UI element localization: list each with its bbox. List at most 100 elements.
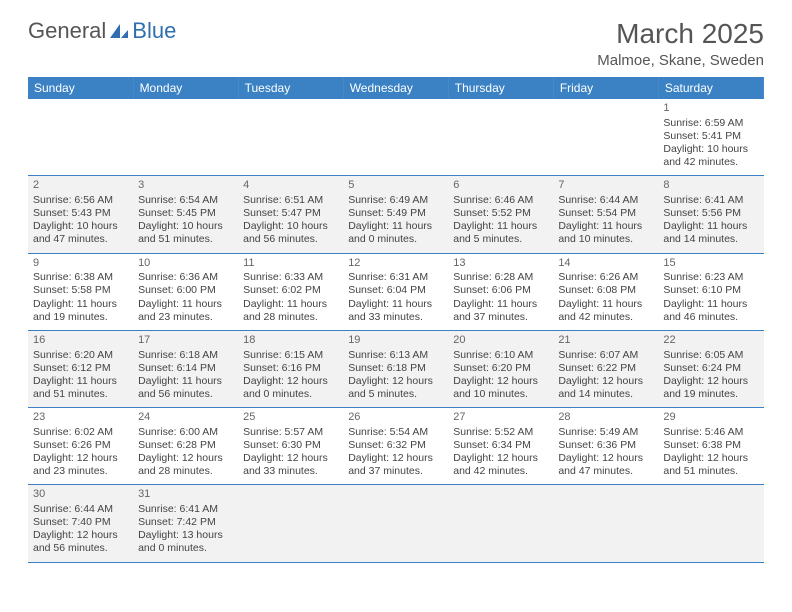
day-header: Thursday: [448, 77, 553, 99]
sunrise-text: Sunrise: 5:57 AM: [243, 426, 338, 439]
sunrise-text: Sunrise: 6:38 AM: [33, 271, 128, 284]
sunset-text: Sunset: 6:32 PM: [348, 439, 443, 452]
sunrise-text: Sunrise: 6:00 AM: [138, 426, 233, 439]
calendar-day-empty: [28, 99, 133, 176]
day-number: 7: [558, 179, 653, 193]
calendar-day: 25Sunrise: 5:57 AMSunset: 6:30 PMDayligh…: [238, 408, 343, 485]
calendar-week: 16Sunrise: 6:20 AMSunset: 6:12 PMDayligh…: [28, 330, 764, 407]
daylight-text: Daylight: 12 hours and 28 minutes.: [138, 452, 233, 478]
sunrise-text: Sunrise: 6:02 AM: [33, 426, 128, 439]
day-number: 31: [138, 488, 233, 502]
sunrise-text: Sunrise: 6:28 AM: [453, 271, 548, 284]
daylight-text: Daylight: 11 hours and 56 minutes.: [138, 375, 233, 401]
daylight-text: Daylight: 12 hours and 10 minutes.: [453, 375, 548, 401]
daylight-text: Daylight: 12 hours and 33 minutes.: [243, 452, 338, 478]
sunrise-text: Sunrise: 6:41 AM: [138, 503, 233, 516]
sunrise-text: Sunrise: 6:20 AM: [33, 349, 128, 362]
day-header: Friday: [553, 77, 658, 99]
day-number: 29: [663, 411, 758, 425]
sunset-text: Sunset: 6:04 PM: [348, 284, 443, 297]
calendar-day: 12Sunrise: 6:31 AMSunset: 6:04 PMDayligh…: [343, 253, 448, 330]
daylight-text: Daylight: 10 hours and 51 minutes.: [138, 220, 233, 246]
daylight-text: Daylight: 12 hours and 47 minutes.: [558, 452, 653, 478]
day-header: Sunday: [28, 77, 133, 99]
day-number: 15: [663, 257, 758, 271]
sunset-text: Sunset: 5:49 PM: [348, 207, 443, 220]
daylight-text: Daylight: 11 hours and 51 minutes.: [33, 375, 128, 401]
sunrise-text: Sunrise: 6:07 AM: [558, 349, 653, 362]
calendar-day-empty: [448, 99, 553, 176]
daylight-text: Daylight: 11 hours and 14 minutes.: [663, 220, 758, 246]
daylight-text: Daylight: 11 hours and 0 minutes.: [348, 220, 443, 246]
calendar-day: 14Sunrise: 6:26 AMSunset: 6:08 PMDayligh…: [553, 253, 658, 330]
day-number: 12: [348, 257, 443, 271]
daylight-text: Daylight: 13 hours and 0 minutes.: [138, 529, 233, 555]
calendar-day: 18Sunrise: 6:15 AMSunset: 6:16 PMDayligh…: [238, 330, 343, 407]
daylight-text: Daylight: 12 hours and 5 minutes.: [348, 375, 443, 401]
daylight-text: Daylight: 11 hours and 42 minutes.: [558, 298, 653, 324]
day-number: 8: [663, 179, 758, 193]
day-number: 13: [453, 257, 548, 271]
sunset-text: Sunset: 6:12 PM: [33, 362, 128, 375]
calendar-day: 17Sunrise: 6:18 AMSunset: 6:14 PMDayligh…: [133, 330, 238, 407]
sunrise-text: Sunrise: 5:52 AM: [453, 426, 548, 439]
calendar-day: 22Sunrise: 6:05 AMSunset: 6:24 PMDayligh…: [658, 330, 763, 407]
day-number: 21: [558, 334, 653, 348]
sunset-text: Sunset: 6:26 PM: [33, 439, 128, 452]
day-number: 3: [138, 179, 233, 193]
calendar-day: 15Sunrise: 6:23 AMSunset: 6:10 PMDayligh…: [658, 253, 763, 330]
sunset-text: Sunset: 5:45 PM: [138, 207, 233, 220]
sunset-text: Sunset: 5:41 PM: [663, 130, 758, 143]
day-number: 5: [348, 179, 443, 193]
day-number: 20: [453, 334, 548, 348]
day-number: 27: [453, 411, 548, 425]
sunset-text: Sunset: 6:28 PM: [138, 439, 233, 452]
calendar-day-empty: [553, 99, 658, 176]
day-header: Wednesday: [343, 77, 448, 99]
sunset-text: Sunset: 6:10 PM: [663, 284, 758, 297]
sunrise-text: Sunrise: 5:49 AM: [558, 426, 653, 439]
sunrise-text: Sunrise: 6:54 AM: [138, 194, 233, 207]
sunrise-text: Sunrise: 6:56 AM: [33, 194, 128, 207]
day-number: 2: [33, 179, 128, 193]
calendar-day: 7Sunrise: 6:44 AMSunset: 5:54 PMDaylight…: [553, 176, 658, 253]
sunrise-text: Sunrise: 6:36 AM: [138, 271, 233, 284]
calendar-week: 9Sunrise: 6:38 AMSunset: 5:58 PMDaylight…: [28, 253, 764, 330]
calendar-week: 30Sunrise: 6:44 AMSunset: 7:40 PM Dayligh…: [28, 485, 764, 562]
sunset-text: Sunset: 6:08 PM: [558, 284, 653, 297]
calendar-day: 10Sunrise: 6:36 AMSunset: 6:00 PMDayligh…: [133, 253, 238, 330]
calendar-day: 4Sunrise: 6:51 AMSunset: 5:47 PMDaylight…: [238, 176, 343, 253]
calendar-table: SundayMondayTuesdayWednesdayThursdayFrid…: [28, 77, 764, 563]
sunrise-text: Sunrise: 6:13 AM: [348, 349, 443, 362]
day-number: 11: [243, 257, 338, 271]
calendar-day-empty: [553, 485, 658, 562]
calendar-day-empty: [343, 99, 448, 176]
sunrise-text: Sunrise: 6:46 AM: [453, 194, 548, 207]
sunset-text: Sunset: 6:34 PM: [453, 439, 548, 452]
daylight-text: Daylight: 10 hours and 47 minutes.: [33, 220, 128, 246]
daylight-text: Daylight: 12 hours and 0 minutes.: [243, 375, 338, 401]
sunrise-text: Sunrise: 6:59 AM: [663, 117, 758, 130]
daylight-text: Daylight: 11 hours and 19 minutes.: [33, 298, 128, 324]
sunset-text: Sunset: 6:36 PM: [558, 439, 653, 452]
sunset-text: Sunset: 5:47 PM: [243, 207, 338, 220]
day-number: 28: [558, 411, 653, 425]
title-block: March 2025 Malmoe, Skane, Sweden: [597, 18, 764, 69]
day-number: 25: [243, 411, 338, 425]
sunset-text: Sunset: 7:40 PM: [33, 516, 128, 529]
sunset-text: Sunset: 6:02 PM: [243, 284, 338, 297]
calendar-day-empty: [658, 485, 763, 562]
daylight-text: Daylight: 11 hours and 46 minutes.: [663, 298, 758, 324]
sunrise-text: Sunrise: 6:33 AM: [243, 271, 338, 284]
day-number: 6: [453, 179, 548, 193]
daylight-text: Daylight: 12 hours and 42 minutes.: [453, 452, 548, 478]
sunrise-text: Sunrise: 5:54 AM: [348, 426, 443, 439]
header: General Blue March 2025 Malmoe, Skane, S…: [28, 18, 764, 69]
day-number: 30: [33, 488, 128, 502]
sunrise-text: Sunrise: 6:44 AM: [33, 503, 128, 516]
sunset-text: Sunset: 7:42 PM: [138, 516, 233, 529]
sunrise-text: Sunrise: 6:44 AM: [558, 194, 653, 207]
calendar-day-empty: [238, 485, 343, 562]
sunrise-text: Sunrise: 6:18 AM: [138, 349, 233, 362]
logo: General Blue: [28, 18, 176, 44]
